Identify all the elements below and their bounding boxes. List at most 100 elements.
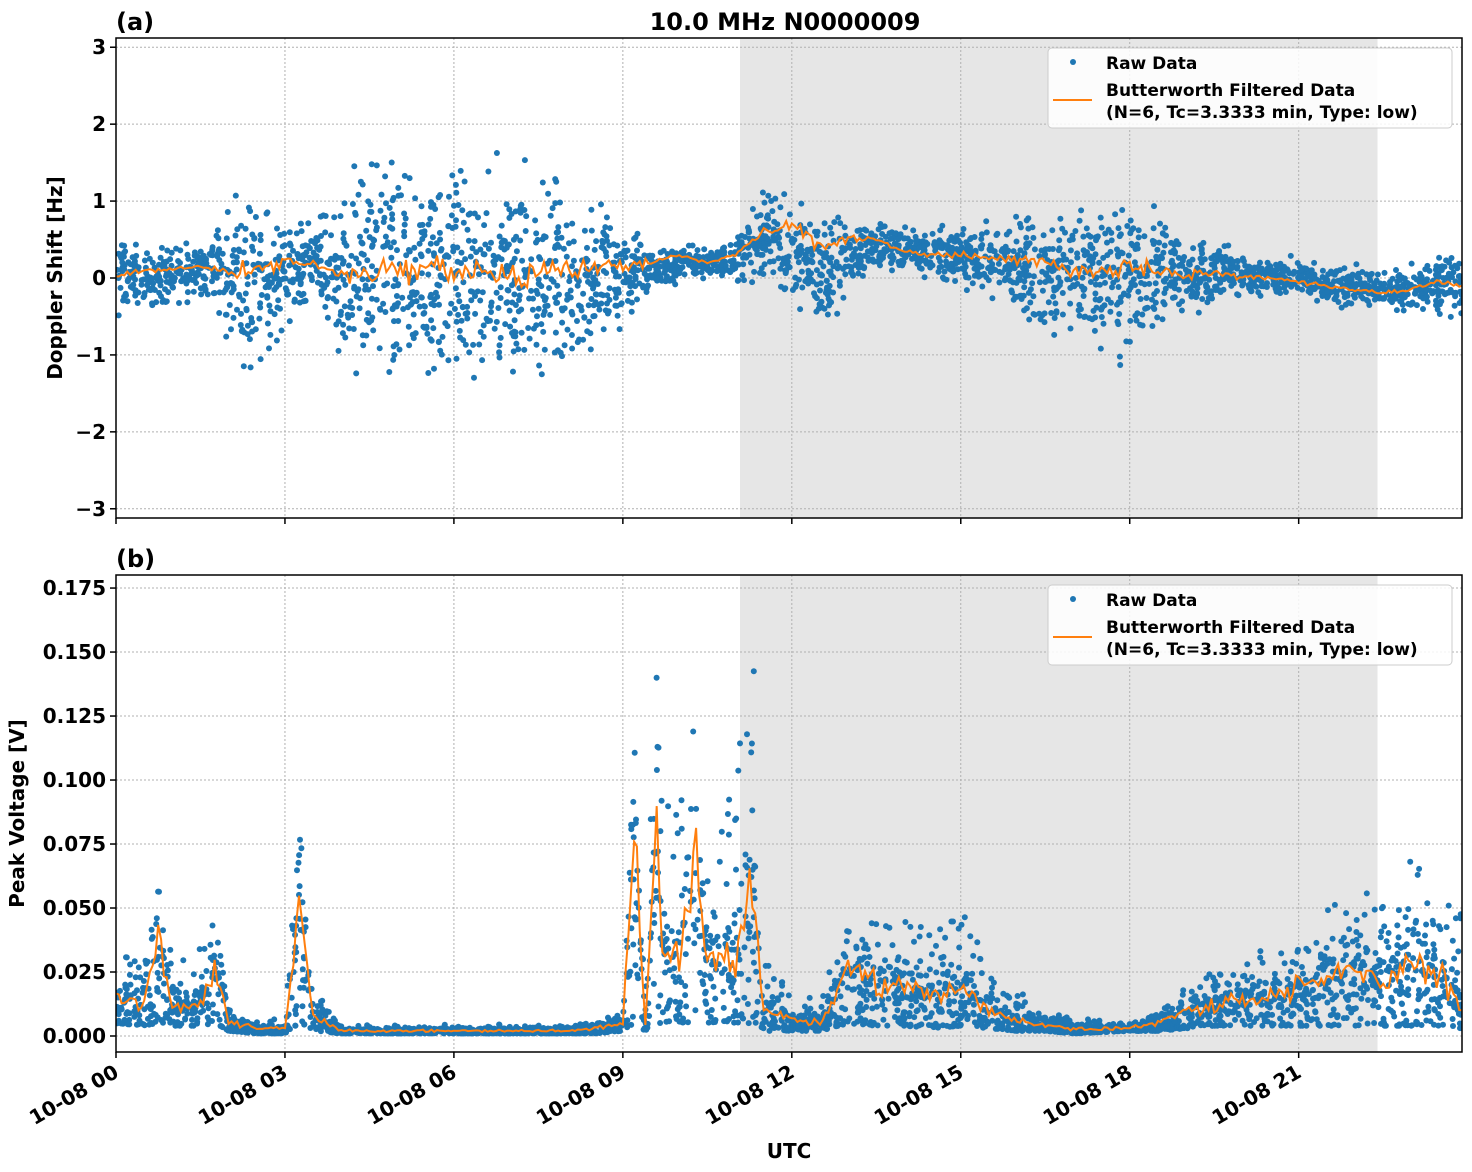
raw-point [916, 244, 923, 251]
raw-point [809, 278, 816, 285]
raw-point [364, 257, 371, 264]
raw-point [1154, 314, 1161, 321]
raw-point [333, 298, 340, 305]
raw-point [1125, 252, 1132, 259]
raw-point [1091, 327, 1098, 334]
raw-point [410, 311, 417, 318]
raw-point [360, 342, 367, 349]
raw-point [142, 957, 149, 964]
raw-point [288, 994, 295, 1001]
raw-point [1013, 213, 1020, 220]
raw-point [1212, 258, 1219, 265]
raw-point [1282, 282, 1289, 289]
raw-point [258, 292, 265, 298]
raw-point [425, 271, 432, 278]
raw-point [1319, 274, 1326, 280]
raw-point [1127, 284, 1134, 291]
raw-point [841, 224, 848, 231]
raw-point [704, 266, 711, 273]
raw-point [813, 308, 820, 315]
raw-point [1161, 242, 1168, 249]
raw-point [1273, 288, 1280, 295]
raw-point [604, 310, 611, 317]
raw-point [599, 237, 606, 244]
raw-point [1100, 320, 1107, 327]
raw-point [665, 263, 672, 270]
raw-point [127, 981, 134, 988]
raw-point [416, 240, 423, 247]
raw-point [286, 318, 293, 325]
raw-point [328, 255, 334, 262]
raw-point [401, 233, 408, 240]
raw-point [734, 261, 741, 268]
raw-point [1398, 297, 1405, 304]
raw-point [688, 806, 694, 812]
raw-point [706, 945, 713, 952]
raw-point [1031, 311, 1038, 318]
raw-point [725, 831, 732, 838]
raw-point [827, 224, 834, 231]
raw-point [168, 262, 175, 269]
raw-point [203, 260, 210, 267]
raw-point [536, 362, 543, 369]
raw-point [340, 321, 347, 328]
raw-point [607, 225, 614, 232]
raw-point [1438, 298, 1445, 305]
raw-point [558, 305, 565, 312]
raw-point [287, 242, 294, 249]
raw-point [777, 265, 784, 272]
raw-point [1130, 242, 1136, 249]
raw-point [1076, 312, 1083, 319]
raw-point [747, 923, 754, 930]
raw-point [377, 305, 383, 312]
raw-point [507, 323, 514, 330]
raw-point [535, 276, 542, 283]
raw-point [365, 286, 372, 293]
raw-point [600, 292, 606, 299]
raw-point [230, 314, 237, 321]
raw-point [902, 224, 909, 231]
raw-point [750, 959, 757, 966]
raw-point [435, 339, 442, 346]
raw-point [390, 239, 397, 246]
raw-point [1018, 292, 1025, 299]
raw-point [552, 329, 559, 336]
raw-point [691, 940, 698, 947]
raw-point [264, 209, 271, 216]
raw-point [630, 941, 637, 948]
raw-point [667, 997, 673, 1004]
raw-point [902, 254, 909, 261]
raw-point [1055, 274, 1062, 281]
raw-point [1093, 304, 1100, 311]
raw-point [529, 306, 536, 313]
raw-point [438, 274, 445, 281]
raw-point [1013, 238, 1020, 245]
raw-point [453, 189, 460, 196]
raw-point [738, 970, 745, 977]
raw-point [338, 255, 345, 261]
raw-point [418, 203, 425, 210]
raw-point [752, 863, 759, 870]
raw-point [339, 330, 346, 337]
raw-point [1421, 279, 1428, 286]
raw-point [826, 969, 833, 976]
raw-point [949, 268, 956, 275]
raw-point [351, 163, 358, 170]
raw-point [1115, 284, 1122, 290]
raw-point [1159, 316, 1166, 323]
raw-point [587, 346, 594, 353]
raw-point [1036, 279, 1043, 286]
raw-point [921, 232, 928, 239]
raw-point [570, 238, 577, 245]
raw-point [741, 944, 748, 951]
raw-point [672, 978, 679, 985]
raw-point [1078, 207, 1085, 214]
raw-point [1139, 311, 1146, 318]
raw-point [451, 202, 457, 209]
raw-point [546, 285, 553, 291]
raw-point [403, 252, 410, 259]
raw-point [1066, 237, 1073, 244]
raw-point [210, 273, 217, 280]
raw-point [1097, 345, 1104, 352]
raw-point [396, 346, 403, 353]
